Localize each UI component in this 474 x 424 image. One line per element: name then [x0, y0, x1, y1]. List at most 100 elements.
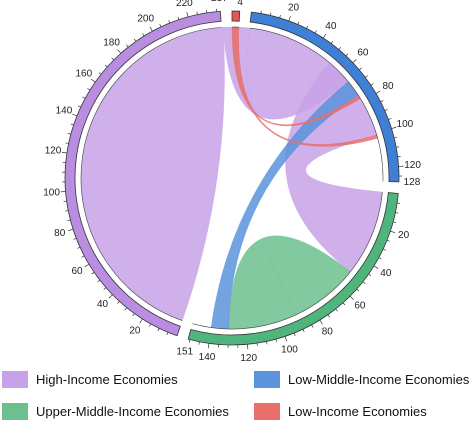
tick-upper-middle-income-economies-75 — [327, 314, 330, 318]
tick-upper-middle-income-economies-35 — [378, 257, 382, 260]
tick-label-upper-middle-income-economies-20: 20 — [398, 230, 410, 241]
tick-high-income-economies-155 — [87, 88, 91, 91]
tick-high-income-economies-75 — [73, 237, 77, 240]
tick-low-middle-income-economies-20 — [288, 16, 291, 22]
tick-high-income-economies-165 — [98, 72, 102, 75]
tick-low-middle-income-economies-75 — [370, 83, 374, 86]
tick-label-high-income-economies-220: 220 — [176, 0, 193, 9]
end-label-low-middle-income-economies: 128 — [404, 177, 421, 188]
tick-high-income-economies-215 — [177, 16, 180, 20]
tick-label-high-income-economies-40: 40 — [97, 299, 109, 310]
tick-low-middle-income-economies-5 — [260, 10, 262, 14]
tick-upper-middle-income-economies-100 — [284, 336, 287, 342]
tick-label-high-income-economies-100: 100 — [43, 187, 60, 198]
tick-high-income-economies-175 — [111, 57, 115, 61]
tick-low-middle-income-economies-80 — [375, 90, 381, 94]
tick-label-high-income-economies-120: 120 — [45, 146, 62, 157]
tick-upper-middle-income-economies-50 — [362, 281, 366, 284]
tick-high-income-economies-130 — [67, 133, 71, 135]
tick-low-middle-income-economies-25 — [297, 21, 300, 25]
tick-label-low-middle-income-economies-40: 40 — [325, 21, 337, 32]
tick-high-income-economies-190 — [133, 38, 137, 42]
tick-high-income-economies-170 — [104, 64, 108, 68]
tick-upper-middle-income-economies-105 — [275, 339, 277, 343]
tick-low-middle-income-economies-40 — [322, 33, 327, 39]
tick-high-income-economies-55 — [91, 272, 95, 275]
tick-upper-middle-income-economies-80 — [319, 319, 323, 325]
tick-upper-middle-income-economies-15 — [393, 221, 397, 224]
inner-edge-high-income-economies — [80, 27, 222, 321]
tick-label-upper-middle-income-economies-120: 120 — [240, 353, 257, 364]
tick-low-middle-income-economies-110 — [396, 146, 400, 148]
tick-high-income-economies-10 — [157, 328, 160, 332]
tick-label-low-middle-income-economies-20: 20 — [288, 2, 300, 13]
band-low-middle-income-economies — [249, 11, 400, 183]
tick-high-income-economies-120 — [61, 151, 67, 154]
tick-high-income-economies-135 — [70, 123, 74, 126]
inner-edge-upper-middle-income-economies — [192, 191, 383, 330]
tick-upper-middle-income-economies-55 — [356, 288, 360, 292]
inner-edge-low-middle-income-economies — [249, 27, 384, 182]
tick-high-income-economies-65 — [81, 255, 85, 258]
tick-low-middle-income-economies-55 — [345, 53, 349, 57]
tick-low-middle-income-economies-60 — [352, 58, 357, 63]
tick-low-middle-income-economies-95 — [388, 118, 392, 120]
tick-high-income-economies-70 — [77, 246, 81, 249]
tick-high-income-economies-160 — [91, 78, 96, 83]
tick-high-income-economies-205 — [159, 23, 162, 28]
tick-low-middle-income-economies-45 — [330, 40, 334, 44]
tick-label-high-income-economies-20: 20 — [129, 325, 141, 336]
tick-high-income-economies-140 — [72, 113, 78, 117]
tick-label-upper-middle-income-economies-140: 140 — [199, 352, 216, 363]
tick-upper-middle-income-economies-70 — [335, 308, 338, 312]
tick-label-upper-middle-income-economies-100: 100 — [281, 344, 298, 355]
tick-low-middle-income-economies-10 — [269, 12, 272, 16]
tick-high-income-economies-90 — [65, 210, 69, 212]
end-label-upper-middle-income-economies: 151 — [176, 346, 193, 357]
tick-upper-middle-income-economies-40 — [373, 265, 379, 269]
tick-low-middle-income-economies-35 — [314, 30, 317, 34]
tick-label-low-middle-income-economies-120: 120 — [404, 160, 421, 171]
tick-label-low-middle-income-economies-100: 100 — [397, 119, 414, 130]
tick-label-high-income-economies-160: 160 — [76, 69, 93, 80]
tick-label-high-income-economies-60: 60 — [71, 266, 83, 277]
tick-low-middle-income-economies-105 — [394, 136, 398, 139]
tick-high-income-economies-150 — [82, 96, 86, 99]
band-high-income-economies — [64, 10, 222, 337]
tick-label-low-middle-income-economies-60: 60 — [357, 48, 369, 59]
tick-upper-middle-income-economies-30 — [382, 248, 387, 251]
tick-upper-middle-income-economies-10 — [395, 212, 399, 214]
tick-upper-middle-income-economies-65 — [342, 302, 346, 306]
tick-high-income-economies-15 — [148, 323, 151, 327]
tick-high-income-economies-45 — [103, 287, 107, 290]
tick-high-income-economies-210 — [168, 20, 171, 24]
tick-high-income-economies-35 — [117, 301, 120, 304]
tick-upper-middle-income-economies-45 — [368, 273, 372, 277]
chords — [80, 26, 383, 330]
tick-high-income-economies-50 — [97, 279, 101, 283]
tick-upper-middle-income-economies-140 — [207, 343, 210, 349]
tick-high-income-economies-195 — [142, 33, 145, 37]
tick-high-income-economies-145 — [77, 105, 81, 108]
tick-label-high-income-economies-180: 180 — [103, 38, 120, 49]
tick-high-income-economies-30 — [124, 307, 128, 311]
tick-high-income-economies-40 — [108, 294, 113, 299]
tick-upper-middle-income-economies-60 — [349, 295, 354, 300]
tick-low-middle-income-economies-50 — [338, 47, 341, 50]
tick-upper-middle-income-economies-20 — [390, 230, 396, 234]
tick-high-income-economies-200 — [149, 26, 153, 32]
tick-label-upper-middle-income-economies-60: 60 — [354, 301, 366, 312]
tick-label-upper-middle-income-economies-40: 40 — [380, 268, 392, 279]
tick-low-middle-income-economies-85 — [380, 100, 384, 103]
tick-low-middle-income-economies-70 — [365, 75, 368, 78]
tick-upper-middle-income-economies-150 — [188, 339, 191, 343]
tick-high-income-economies-25 — [132, 313, 135, 317]
tick-upper-middle-income-economies-25 — [386, 239, 390, 242]
tick-label-upper-middle-income-economies-80: 80 — [322, 327, 334, 338]
tick-label-high-income-economies-200: 200 — [137, 14, 154, 25]
band-low-income-economies — [231, 10, 241, 22]
tick-low-middle-income-economies-90 — [384, 109, 388, 111]
tick-low-middle-income-economies-30 — [306, 25, 309, 29]
tick-high-income-economies-80 — [68, 228, 74, 232]
